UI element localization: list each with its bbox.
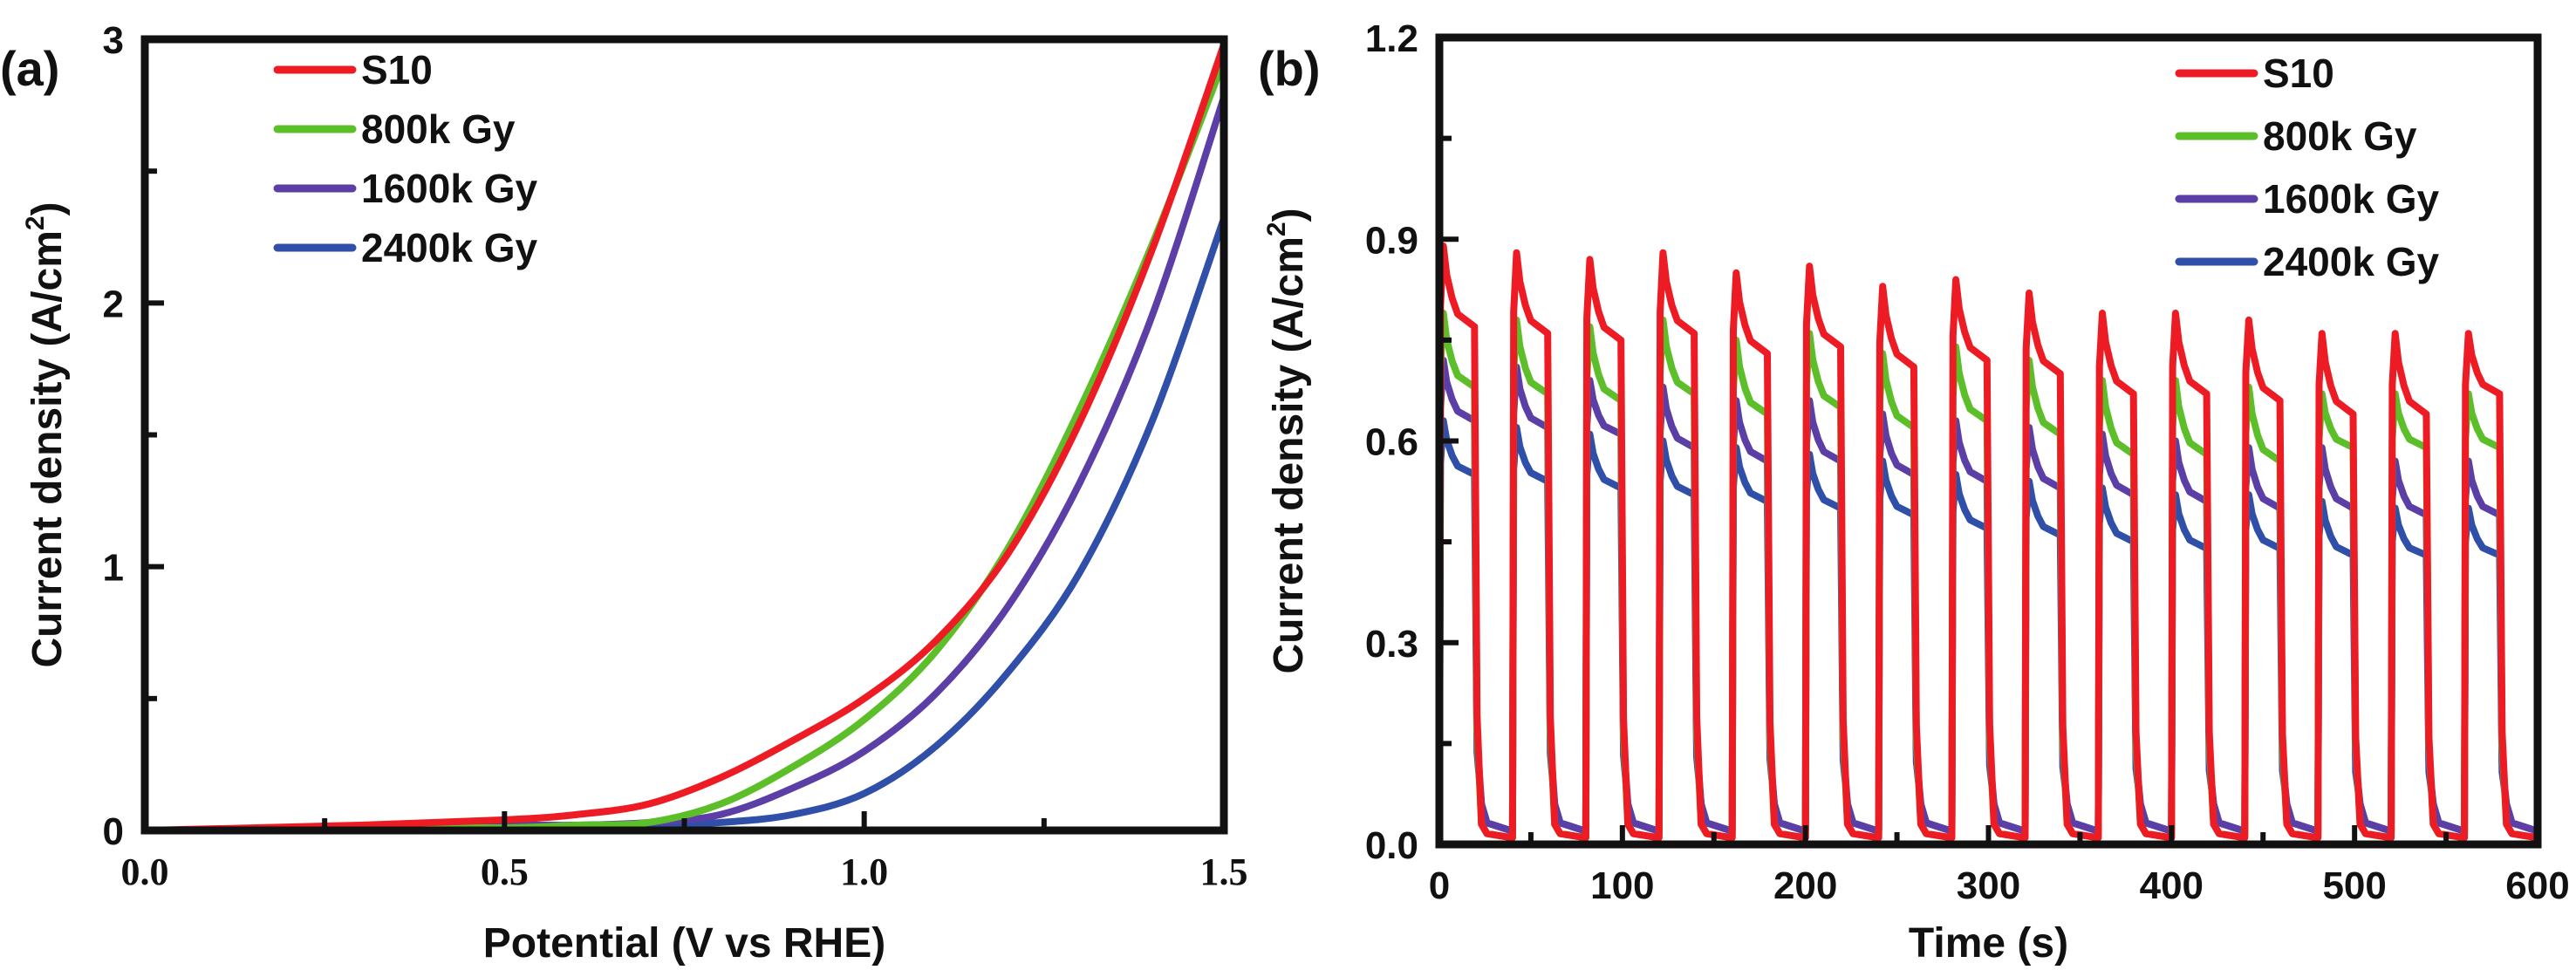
x-tick-label: 100 (1590, 864, 1654, 907)
y-title-text: Current density (A/cm (24, 230, 71, 667)
y-tick-label: 0.9 (1365, 219, 1418, 262)
legend-item-800k-gy: 800k Gy (2175, 113, 2417, 159)
panel-b-x-axis-title: Time (s) (1909, 920, 2068, 967)
panel-a-ticks: 0.0 0.5 1.0 1.5 0 1 2 3 (103, 19, 1248, 893)
panel-b-legend: S10 800k Gy 1600k Gy 2400k Gy (2175, 51, 2439, 284)
legend-label: 800k Gy (2263, 113, 2417, 159)
y-title-superscript: 2 (1262, 222, 1291, 236)
legend-label: 1600k Gy (361, 166, 537, 211)
legend-label: S10 (361, 47, 433, 92)
x-tick-label: 300 (1957, 864, 2020, 907)
legend-item-1600k-gy: 1600k Gy (273, 166, 537, 211)
series-line-2400k-gy (1436, 417, 2538, 835)
y-title-text: Current density (A/cm (1266, 236, 1312, 673)
series-line-2400k-gy (144, 217, 1227, 834)
legend-item-s10: S10 (2175, 51, 2334, 96)
legend-label: 2400k Gy (2263, 239, 2439, 284)
y-tick-label: 0.6 (1365, 421, 1418, 464)
legend-label: 800k Gy (361, 106, 516, 152)
y-tick-label: 0 (103, 810, 124, 853)
panel-b-ticks: 0 100 200 300 400 500 600 0.0 0.3 0.6 0.9 1.2 (1365, 17, 2570, 907)
panel-b-label: (b) (1258, 41, 1321, 96)
series-line-s10 (1436, 242, 2538, 842)
legend-item-800k-gy: 800k Gy (273, 106, 516, 152)
x-tick-label: 0.5 (481, 850, 529, 893)
legend-item-2400k-gy: 2400k Gy (273, 225, 537, 270)
x-tick-label: 0 (1429, 864, 1450, 907)
x-tick-label: 500 (2322, 864, 2386, 907)
panel-a: (a) 0.0 0.5 1.0 1.5 0 1 2 3 S10 800k Gy 1600k Gy 2… (0, 19, 1248, 967)
y-tick-label: 2 (103, 283, 124, 325)
series-line-s10 (144, 43, 1227, 834)
legend-label: 1600k Gy (2263, 176, 2439, 222)
panel-a-series (144, 43, 1227, 834)
x-tick-label: 1.5 (1200, 850, 1248, 893)
y-tick-label: 1.2 (1365, 17, 1418, 60)
x-tick-label: 200 (1773, 864, 1837, 907)
y-tick-label: 0.0 (1365, 824, 1418, 867)
y-title-close: ) (24, 202, 71, 215)
legend-label: S10 (2263, 51, 2334, 96)
panel-b: (b) 0 100 200 300 400 500 600 0.0 0.3 0.6 0.9 1.2 S… (1258, 17, 2570, 967)
legend-item-2400k-gy: 2400k Gy (2175, 239, 2439, 284)
legend-item-s10: S10 (273, 47, 433, 92)
x-tick-label: 0.0 (121, 850, 169, 893)
panel-a-x-axis-title: Potential (V vs RHE) (483, 920, 885, 967)
x-tick-label: 1.0 (840, 850, 888, 893)
x-tick-label: 400 (2140, 864, 2204, 907)
panel-b-series (1436, 242, 2538, 842)
series-line-800k-gy (1436, 310, 2538, 842)
series-line-800k-gy (144, 58, 1227, 834)
panel-a-plot-frame (140, 35, 1228, 835)
legend-label: 2400k Gy (361, 225, 537, 270)
y-title-close: ) (1266, 208, 1312, 222)
x-tick-label: 600 (2505, 864, 2569, 907)
panel-a-y-axis-title: Current density (A/cm2) (21, 202, 71, 667)
panel-a-label: (a) (0, 41, 59, 96)
panel-b-y-axis-title: Current density (A/cm2) (1262, 208, 1312, 673)
series-line-1600k-gy (1436, 357, 2538, 835)
y-title-superscript: 2 (21, 215, 50, 230)
y-tick-label: 0.3 (1365, 623, 1418, 666)
panel-a-legend: S10 800k Gy 1600k Gy 2400k Gy (273, 47, 537, 270)
y-tick-label: 3 (103, 19, 124, 62)
legend-item-1600k-gy: 1600k Gy (2175, 176, 2439, 222)
y-tick-label: 1 (103, 547, 124, 590)
